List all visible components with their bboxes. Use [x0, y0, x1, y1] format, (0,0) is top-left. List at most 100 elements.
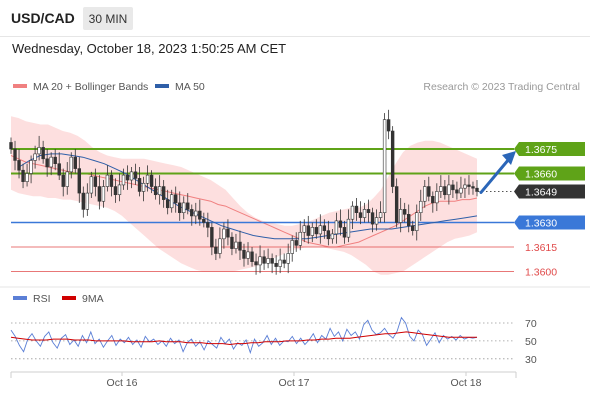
candle [467, 175, 471, 195]
candle [234, 233, 238, 254]
candle [129, 166, 134, 189]
candle [165, 189, 170, 215]
candle [101, 180, 106, 208]
x-axis-labels: Oct 16 Oct 17 Oct 18 [107, 372, 482, 389]
candle [226, 219, 230, 246]
level-tag-1.3675 [514, 141, 585, 156]
candle [346, 209, 351, 243]
candle [21, 163, 25, 189]
candle [394, 178, 399, 228]
candle [302, 219, 306, 243]
candle [250, 246, 254, 267]
candle [246, 242, 250, 265]
candle [310, 222, 314, 243]
level-label-1.3615: 1.3615 [525, 242, 557, 254]
level-label-1.3675: 1.3675 [525, 144, 557, 156]
rsi-level-label: 30 [525, 354, 537, 366]
candle [266, 248, 270, 269]
candle [306, 215, 310, 244]
candle [415, 204, 419, 241]
candle [157, 175, 162, 205]
candle [178, 191, 182, 221]
candle [262, 250, 266, 270]
candle [121, 168, 126, 190]
candle [254, 253, 258, 275]
level-tags: 1.3675 1.3660 1.3649 1.3630 1.3615 1.3600 [514, 141, 585, 278]
candle [182, 196, 186, 220]
level-label-1.3660: 1.3660 [525, 168, 557, 180]
rsi-level-label: 70 [525, 318, 537, 330]
candle [382, 113, 387, 223]
candle [214, 238, 218, 261]
candle [439, 175, 443, 198]
candle [169, 189, 174, 213]
candle [137, 166, 142, 197]
candle [117, 173, 122, 202]
candle [45, 148, 49, 177]
candle [133, 163, 138, 185]
symbol-title: USD/CAD [11, 10, 75, 26]
candle [350, 201, 355, 230]
price-candles [9, 109, 479, 275]
candle [378, 201, 383, 223]
price-levels [11, 147, 514, 272]
forecast-arrow-head [502, 150, 516, 165]
candle [238, 230, 242, 261]
candle [41, 140, 45, 164]
candle [338, 209, 343, 236]
candle [463, 178, 467, 198]
rsi-line [10, 316, 478, 355]
candle [358, 201, 363, 225]
candle [334, 212, 339, 244]
ma50-legend-swatch [155, 84, 169, 88]
candle [198, 199, 202, 226]
level-tag-1.3649 [514, 184, 585, 199]
ma9-legend-swatch [62, 296, 76, 300]
candle [85, 183, 90, 216]
candle [435, 183, 439, 212]
level-label-1.3600: 1.3600 [525, 266, 557, 278]
candle [459, 176, 463, 198]
candle [81, 186, 86, 218]
candle [451, 180, 455, 198]
candle [290, 235, 294, 262]
candle [57, 152, 61, 181]
candle [186, 193, 190, 215]
candle [326, 220, 331, 246]
candle [93, 168, 98, 197]
rsi-level-label: 50 [525, 336, 537, 348]
candle [13, 140, 17, 171]
candle [53, 148, 57, 171]
rsi-levels: 70 50 30 [11, 318, 537, 366]
candle [314, 219, 319, 239]
candle [145, 165, 150, 192]
timeframe-button[interactable]: 30 MIN [83, 7, 133, 30]
candle [471, 181, 475, 195]
candle [278, 248, 282, 274]
candle [354, 197, 359, 221]
x-tick-label: Oct 17 [279, 377, 310, 389]
x-tick-label: Oct 16 [107, 377, 138, 389]
candle [427, 176, 431, 202]
level-label-1.3649: 1.3649 [525, 186, 557, 198]
candle [386, 109, 391, 140]
candle [374, 209, 379, 231]
candle [141, 176, 146, 202]
candle [33, 145, 37, 169]
candle [210, 222, 214, 256]
chart-datetime: Wednesday, October 18, 2023 1:50:25 AM C… [12, 41, 287, 56]
candle [411, 220, 415, 236]
ma9-legend-label: 9MA [82, 293, 104, 305]
candle [9, 137, 13, 154]
candle [89, 171, 94, 198]
forecast-arrow [479, 150, 516, 194]
candle [109, 170, 114, 197]
candle [218, 227, 222, 259]
candle [390, 126, 395, 194]
candle [398, 197, 403, 233]
candle [153, 178, 158, 200]
candle [366, 199, 371, 223]
rsi-legend: RSI 9MA [13, 293, 104, 305]
candle [206, 212, 210, 238]
